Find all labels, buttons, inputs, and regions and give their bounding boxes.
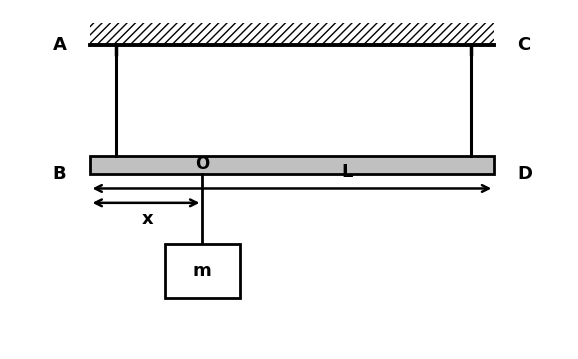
Text: A: A <box>53 36 66 54</box>
Text: x: x <box>142 210 153 228</box>
Text: B: B <box>53 165 66 183</box>
Bar <box>90 23 494 45</box>
Text: D: D <box>517 165 532 183</box>
Text: L: L <box>341 163 353 181</box>
Text: O: O <box>195 155 209 173</box>
Bar <box>165 244 240 298</box>
Bar <box>90 156 494 174</box>
Text: m: m <box>193 262 212 280</box>
Text: C: C <box>517 36 531 54</box>
